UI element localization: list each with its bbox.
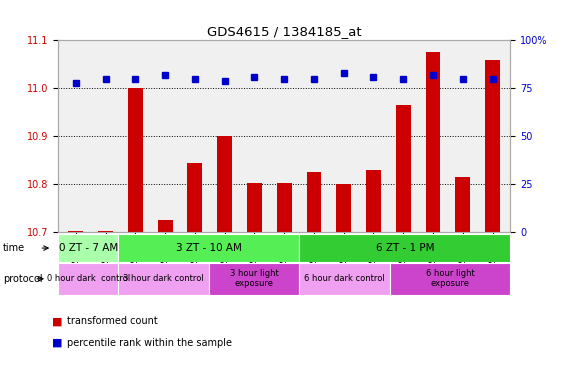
Text: transformed count: transformed count xyxy=(67,316,157,326)
Text: 0 ZT - 7 AM: 0 ZT - 7 AM xyxy=(59,243,118,253)
Bar xyxy=(58,263,118,295)
Bar xyxy=(158,220,173,232)
Text: 6 hour light
exposure: 6 hour light exposure xyxy=(426,269,474,288)
Bar xyxy=(299,234,510,262)
Text: ■: ■ xyxy=(52,316,63,326)
Bar xyxy=(299,263,390,295)
Text: percentile rank within the sample: percentile rank within the sample xyxy=(67,338,231,348)
Text: 6 hour dark control: 6 hour dark control xyxy=(304,274,385,283)
Text: 3 ZT - 10 AM: 3 ZT - 10 AM xyxy=(176,243,242,253)
Bar xyxy=(209,263,299,295)
Bar xyxy=(455,177,470,232)
Text: 3 hour light
exposure: 3 hour light exposure xyxy=(230,269,278,288)
Bar xyxy=(336,184,351,232)
Text: 6 ZT - 1 PM: 6 ZT - 1 PM xyxy=(376,243,434,253)
Bar xyxy=(128,88,143,232)
Bar xyxy=(426,52,440,232)
Bar xyxy=(485,60,500,232)
Text: protocol: protocol xyxy=(3,274,42,284)
Bar xyxy=(187,163,202,232)
Bar xyxy=(118,234,299,262)
Text: time: time xyxy=(3,243,25,253)
Title: GDS4615 / 1384185_at: GDS4615 / 1384185_at xyxy=(207,25,361,38)
Bar xyxy=(390,263,510,295)
Bar xyxy=(366,170,381,232)
Text: 0 hour dark  control: 0 hour dark control xyxy=(46,274,130,283)
Bar xyxy=(247,184,262,232)
Bar xyxy=(396,105,411,232)
Bar xyxy=(118,263,209,295)
Text: ■: ■ xyxy=(52,338,63,348)
Bar xyxy=(277,184,292,232)
Bar xyxy=(306,172,321,232)
Bar xyxy=(218,136,232,232)
Text: 3 hour dark control: 3 hour dark control xyxy=(123,274,204,283)
Bar xyxy=(58,234,118,262)
Bar xyxy=(98,231,113,232)
